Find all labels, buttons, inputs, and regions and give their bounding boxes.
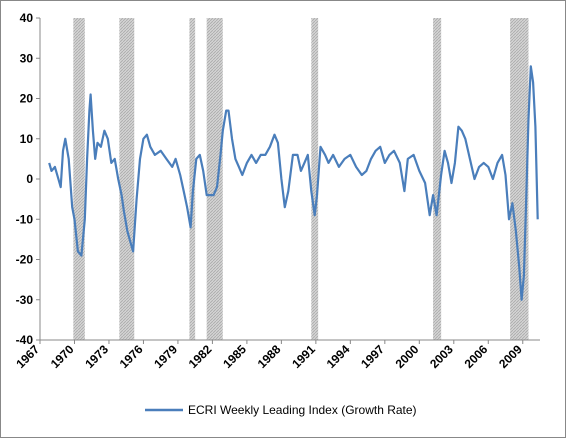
recession-band: [189, 18, 196, 340]
data-line: [48, 65, 539, 301]
recession-band: [206, 18, 223, 340]
y-tick-label: -40: [16, 333, 34, 347]
y-tick-label: -20: [16, 253, 34, 267]
y-tick-label: 30: [20, 51, 34, 65]
recession-band: [73, 18, 85, 340]
recession-band: [119, 18, 135, 340]
y-tick-label: -10: [16, 212, 34, 226]
y-tick-label: 20: [20, 92, 34, 106]
y-tick-label: 0: [26, 172, 33, 186]
y-tick-label: 40: [20, 11, 34, 25]
recession-band: [433, 18, 442, 340]
y-tick-label: 10: [20, 132, 34, 146]
y-tick-label: -30: [16, 293, 34, 307]
recession-band: [311, 18, 319, 340]
legend-text: ECRI Weekly Leading Index (Growth Rate): [188, 403, 417, 417]
